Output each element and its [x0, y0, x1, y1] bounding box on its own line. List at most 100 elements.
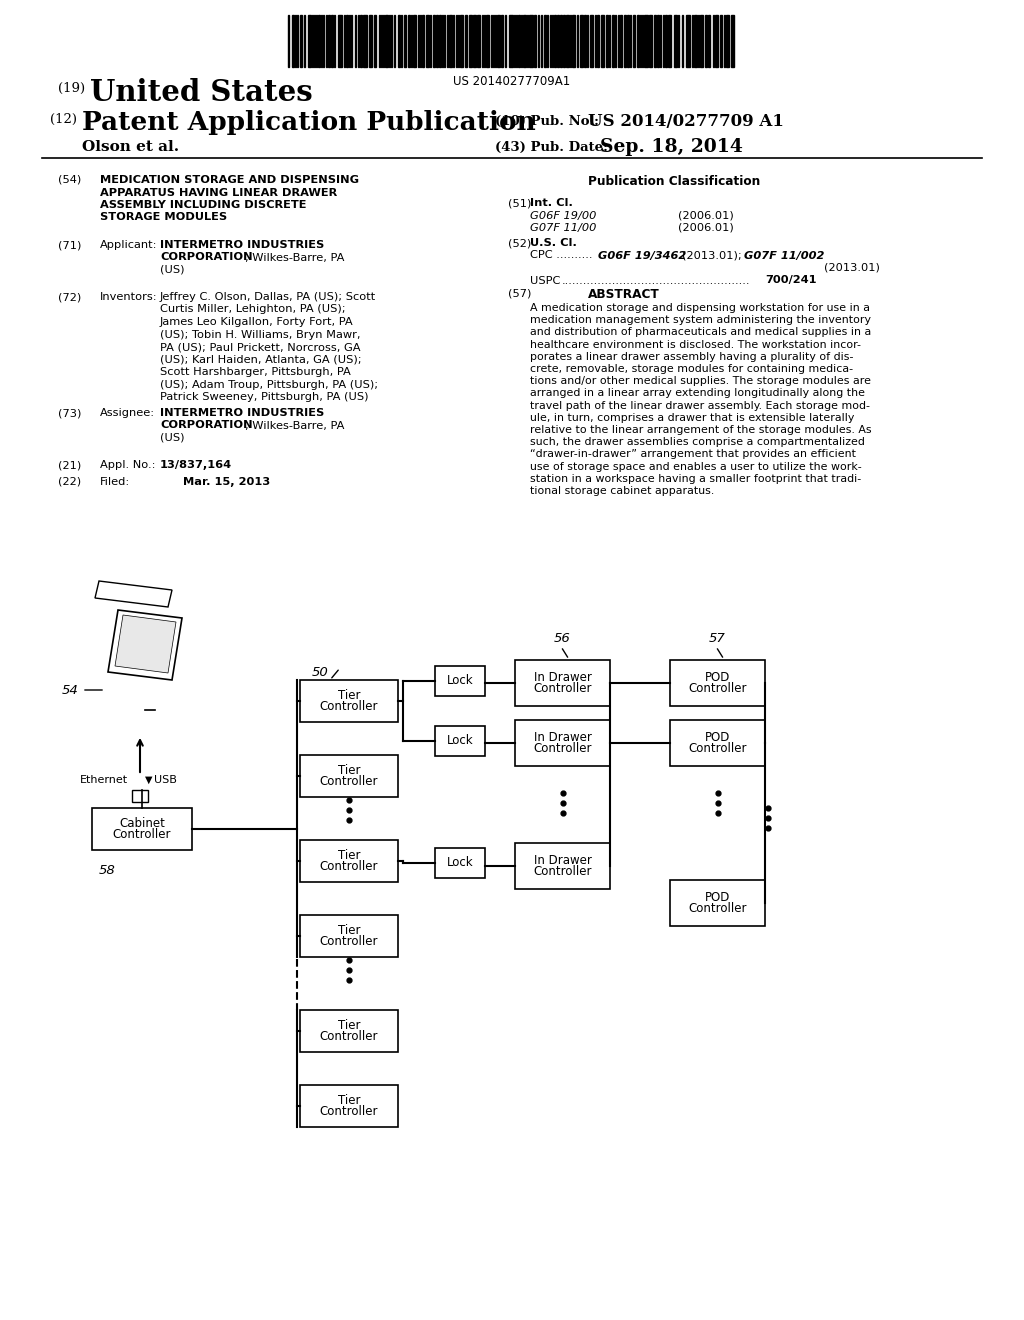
Bar	[644, 15, 648, 67]
Text: (52): (52)	[508, 238, 531, 248]
Bar	[398, 15, 400, 67]
Text: POD: POD	[705, 671, 730, 684]
Text: Controller: Controller	[534, 742, 592, 755]
Text: ule, in turn, comprises a drawer that is extensible laterally: ule, in turn, comprises a drawer that is…	[530, 413, 854, 422]
Bar	[435, 667, 485, 696]
Bar	[557, 15, 559, 67]
Bar	[560, 15, 562, 67]
Text: STORAGE MODULES: STORAGE MODULES	[100, 213, 227, 223]
Bar	[509, 15, 513, 67]
Bar	[668, 15, 671, 67]
Bar	[700, 15, 703, 67]
Text: Tier: Tier	[338, 849, 360, 862]
Text: medication management system administering the inventory: medication management system administeri…	[530, 315, 871, 325]
Bar	[92, 808, 193, 850]
Text: (71): (71)	[58, 240, 81, 249]
Text: (73): (73)	[58, 408, 81, 418]
Bar	[572, 15, 575, 67]
Text: porates a linear drawer assembly having a plurality of dis-: porates a linear drawer assembly having …	[530, 352, 853, 362]
Text: travel path of the linear drawer assembly. Each storage mod-: travel path of the linear drawer assembl…	[530, 400, 870, 411]
Text: (72): (72)	[58, 292, 81, 302]
Bar	[300, 755, 398, 797]
Text: Olson et al.: Olson et al.	[82, 140, 179, 154]
Bar	[300, 840, 398, 882]
Text: Ethernet: Ethernet	[80, 775, 128, 785]
Text: Mar. 15, 2013: Mar. 15, 2013	[183, 477, 270, 487]
Text: Sep. 18, 2014: Sep. 18, 2014	[600, 139, 742, 156]
Text: relative to the linear arrangement of the storage modules. As: relative to the linear arrangement of th…	[530, 425, 871, 436]
Bar	[515, 719, 610, 766]
Bar	[439, 15, 441, 67]
Bar	[705, 15, 707, 67]
Text: US 20140277709A1: US 20140277709A1	[454, 75, 570, 88]
Bar	[518, 15, 520, 67]
Bar	[404, 15, 406, 67]
Bar	[369, 15, 372, 67]
Text: station in a workspace having a smaller footprint that tradi-: station in a workspace having a smaller …	[530, 474, 861, 484]
Bar	[657, 15, 659, 67]
Text: PA (US); Paul Prickett, Norcross, GA: PA (US); Paul Prickett, Norcross, GA	[160, 342, 360, 352]
Bar	[300, 915, 398, 957]
Bar	[346, 15, 348, 67]
Text: (US); Adam Troup, Pittsburgh, PA (US);: (US); Adam Troup, Pittsburgh, PA (US);	[160, 380, 378, 389]
Text: Publication Classification: Publication Classification	[588, 176, 760, 187]
Text: 57: 57	[710, 632, 726, 645]
Bar	[674, 15, 677, 67]
Text: (2006.01): (2006.01)	[678, 210, 734, 220]
Text: CORPORATION: CORPORATION	[160, 421, 253, 430]
Bar	[292, 15, 294, 67]
Bar	[627, 15, 629, 67]
Text: Assignee:: Assignee:	[100, 408, 155, 418]
Text: such, the drawer assemblies comprise a compartmentalized: such, the drawer assemblies comprise a c…	[530, 437, 865, 447]
Text: tional storage cabinet apparatus.: tional storage cabinet apparatus.	[530, 486, 715, 496]
Bar	[563, 15, 565, 67]
Bar	[597, 15, 599, 67]
Bar	[624, 15, 626, 67]
Text: POD: POD	[705, 891, 730, 904]
Text: ▼: ▼	[145, 775, 153, 785]
Bar	[362, 15, 367, 67]
Bar	[534, 15, 536, 67]
Text: 54: 54	[61, 684, 78, 697]
Text: Int. Cl.: Int. Cl.	[530, 198, 572, 209]
Text: 58: 58	[98, 865, 116, 876]
Text: ABSTRACT: ABSTRACT	[588, 288, 659, 301]
Bar	[385, 15, 388, 67]
Text: INTERMETRO INDUSTRIES: INTERMETRO INDUSTRIES	[160, 408, 325, 418]
Bar	[300, 1085, 398, 1127]
Bar	[731, 15, 734, 67]
Text: US 2014/0277709 A1: US 2014/0277709 A1	[588, 114, 784, 129]
Bar	[584, 15, 586, 67]
Text: Patent Application Publication: Patent Application Publication	[82, 110, 536, 135]
Text: Controller: Controller	[688, 902, 746, 915]
Text: Controller: Controller	[319, 700, 378, 713]
Text: Lock: Lock	[446, 734, 473, 747]
Text: G07F 11/00: G07F 11/00	[530, 223, 596, 234]
Text: Filed:: Filed:	[100, 477, 130, 487]
Bar	[413, 15, 416, 67]
Text: Controller: Controller	[688, 682, 746, 696]
Bar	[670, 719, 765, 766]
Text: Controller: Controller	[534, 865, 592, 878]
Bar	[529, 15, 534, 67]
Text: Patrick Sweeney, Pittsburgh, PA (US): Patrick Sweeney, Pittsburgh, PA (US)	[160, 392, 369, 403]
Text: (19): (19)	[58, 82, 85, 95]
Bar	[300, 15, 302, 67]
Text: (43) Pub. Date:: (43) Pub. Date:	[495, 141, 608, 154]
Text: 13/837,164: 13/837,164	[160, 459, 232, 470]
Bar	[408, 15, 410, 67]
Text: Controller: Controller	[319, 861, 378, 873]
Bar	[620, 15, 622, 67]
Text: CORPORATION: CORPORATION	[160, 252, 253, 263]
Bar	[515, 843, 610, 888]
Text: (51): (51)	[508, 198, 531, 209]
Text: (2013.01);: (2013.01);	[682, 251, 741, 260]
Bar	[422, 15, 424, 67]
Text: (US): (US)	[160, 433, 184, 444]
Bar	[523, 15, 526, 67]
Text: (US); Karl Haiden, Atlanta, GA (US);: (US); Karl Haiden, Atlanta, GA (US);	[160, 355, 361, 364]
Text: Tier: Tier	[338, 764, 360, 777]
Bar	[670, 880, 765, 927]
Text: POD: POD	[705, 731, 730, 744]
Text: Lock: Lock	[446, 857, 473, 870]
